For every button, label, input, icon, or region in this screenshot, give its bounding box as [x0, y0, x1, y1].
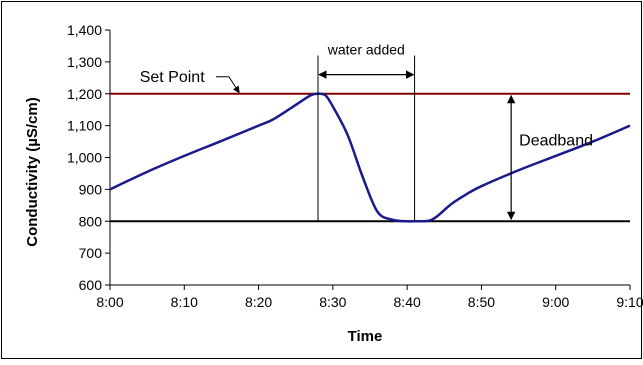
- y-tick-label: 700: [79, 245, 103, 261]
- deadband-label: Deadband: [519, 133, 593, 150]
- y-tick-label: 1,200: [67, 86, 102, 102]
- x-tick-label: 8:30: [319, 294, 346, 310]
- chart-border: [1, 1, 642, 359]
- conductivity-series-line: [109, 92, 631, 223]
- x-tick-label: 8:50: [468, 294, 495, 310]
- x-tick-label: 8:00: [96, 294, 123, 310]
- set-point-leader-arrow: [228, 76, 240, 94]
- y-tick-label: 1,400: [67, 22, 102, 38]
- x-axis-title: Time: [348, 328, 383, 345]
- series: [109, 92, 631, 223]
- x-tick-label: 8:20: [245, 294, 272, 310]
- reference-lines: [110, 92, 630, 223]
- x-tick-label: 9:00: [542, 294, 569, 310]
- x-tick-label: 8:10: [171, 294, 198, 310]
- y-tick-label: 600: [79, 277, 103, 293]
- y-tick-label: 1,100: [67, 118, 102, 134]
- annotations: Set Point water added Deadband: [140, 42, 593, 222]
- y-axis-title: Conductivity (µS/cm): [24, 97, 41, 247]
- x-tick-label: 9:10: [616, 294, 643, 310]
- y-tick-label: 800: [79, 213, 103, 229]
- set-point-label: Set Point: [140, 69, 205, 86]
- water-added-label: water added: [327, 42, 405, 58]
- x-tick-label: 8:40: [394, 294, 421, 310]
- y-tick-label: 900: [79, 181, 103, 197]
- axes: 600 700 800 900 1,000 1,100 1,200 1,300 1,400 8:0…: [67, 22, 643, 310]
- y-tick-label: 1,300: [67, 54, 102, 70]
- y-tick-label: 1,000: [67, 150, 102, 166]
